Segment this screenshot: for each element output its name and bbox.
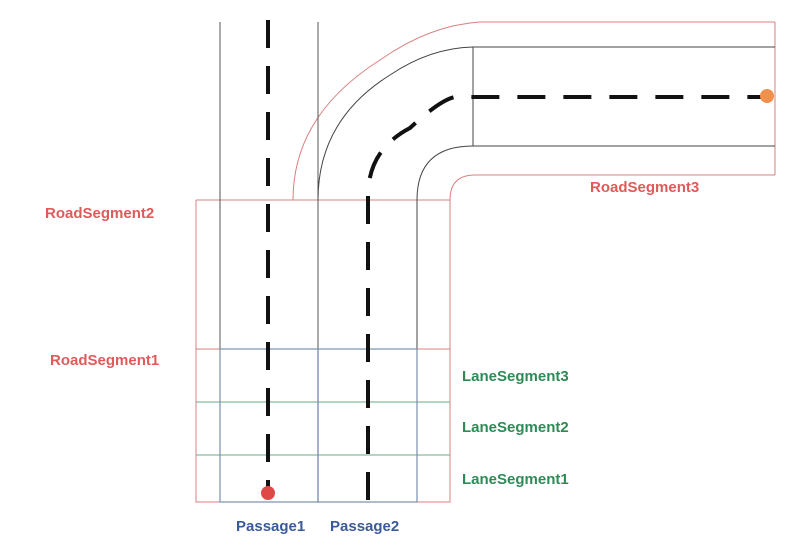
label-lane-segment-2: LaneSegment2: [462, 419, 569, 436]
lane-boundary-inner-curve: [317, 46, 775, 201]
road-outer-boundary-left: [195, 174, 775, 503]
label-road-segment-3: RoadSegment3: [590, 179, 699, 196]
label-lane-segment-3: LaneSegment3: [462, 368, 569, 385]
road-outer-boundary-top: [292, 21, 775, 201]
label-passage-2: Passage2: [330, 518, 399, 535]
lane-boundary-outer-curve: [416, 145, 775, 502]
label-passage-1: Passage1: [236, 518, 305, 535]
label-road-segment-2: RoadSegment2: [45, 205, 154, 222]
end-point-dot: [760, 89, 774, 103]
passage-1-box: [219, 348, 319, 503]
start-point-dot: [261, 486, 275, 500]
label-lane-segment-1: LaneSegment1: [462, 471, 569, 488]
center-line-passage-2: [366, 95, 765, 500]
label-road-segment-1: RoadSegment1: [50, 352, 159, 369]
